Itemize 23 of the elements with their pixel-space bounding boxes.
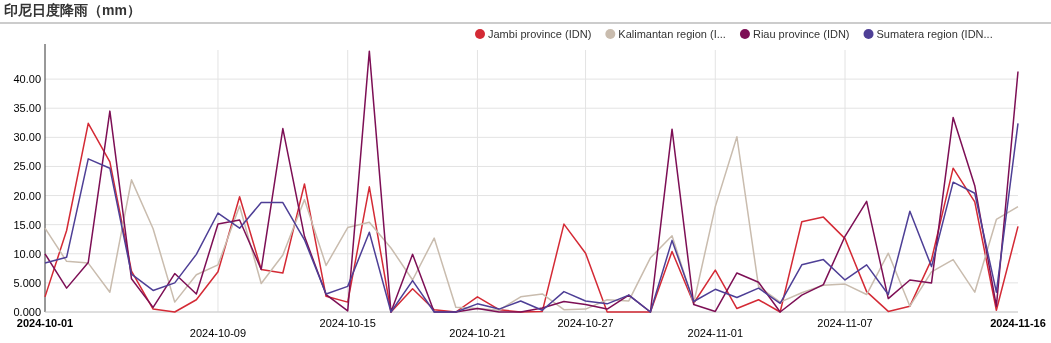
x-tick-label: 2024-11-16 <box>990 317 1046 329</box>
x-tick-label: 2024-10-15 <box>319 317 376 329</box>
y-tick-label: 0.000 <box>13 306 41 318</box>
y-tick-label: 40.00 <box>13 73 41 86</box>
legend-label: Riau province (IDN) <box>752 28 850 40</box>
x-tick-label: 2024-10-27 <box>557 317 614 329</box>
legend-label: Kalimantan region (I... <box>618 28 726 40</box>
x-tick-label: 2024-10-09 <box>189 327 247 339</box>
y-tick-label: 15.00 <box>13 218 41 231</box>
y-tick-label: 35.00 <box>13 102 41 115</box>
y-tick-label: 20.00 <box>13 189 41 202</box>
y-tick-label: 5.000 <box>13 276 41 289</box>
y-tick-label: 30.00 <box>13 131 41 144</box>
y-tick-label: 25.00 <box>13 160 41 173</box>
x-tick-label: 2024-11-07 <box>817 317 873 329</box>
chart-title: 印尼日度降雨（mm） <box>4 2 141 18</box>
x-tick-label: 2024-11-01 <box>687 327 744 339</box>
legend-label: Jambi province (IDN) <box>488 28 592 40</box>
y-tick-label: 10.00 <box>13 247 41 260</box>
x-tick-label: 2024-10-21 <box>449 327 506 339</box>
x-tick-label: 2024-10-01 <box>16 317 74 329</box>
line-series <box>44 50 1019 313</box>
legend-label: Sumatera region (IDN... <box>876 28 993 40</box>
